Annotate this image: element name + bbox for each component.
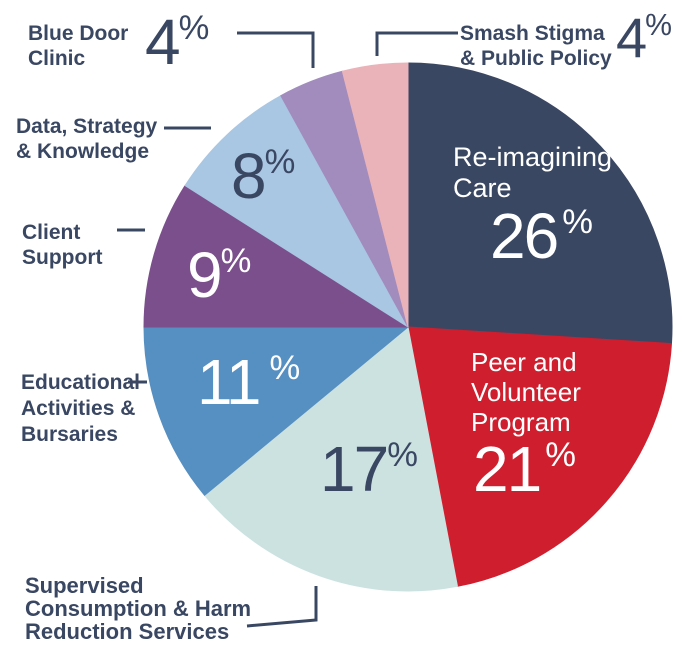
label-blue-door-clinic: Blue Door Clinic — [28, 22, 129, 70]
slice-value-supervised-consumption: 17% — [320, 433, 418, 505]
leader-supervised-consumption — [246, 586, 318, 628]
label-data-strategy-knowledge: Data, Strategy & Knowledge — [16, 115, 158, 163]
pie-slice-client-support — [143, 184, 410, 328]
slice-value-re-imagining-care: 26% — [490, 200, 593, 272]
slice-value-data-strategy: 8% — [231, 140, 296, 212]
slice-label-re-imagining-care: Re-imagining Care — [453, 142, 613, 203]
leader-blue-door-clinic — [237, 31, 315, 68]
leader-lines — [117, 31, 458, 628]
label-smash-stigma: Smash Stigma & Public Policy — [460, 22, 612, 70]
value-smash-stigma: 4% — [616, 6, 673, 69]
pie-slice-supervised-consumption-harm-reduction-services — [203, 326, 459, 592]
pie — [143, 62, 673, 592]
leader-smash-stigma — [375, 31, 458, 56]
label-supervised-consumption: Supervised Consumption & Harm Reduction … — [25, 573, 252, 644]
pie-slice-re-imagining-care — [407, 62, 673, 345]
label-client-support: Client Support — [22, 221, 103, 269]
pie-slice-educational-activities-bursaries — [143, 326, 410, 496]
slice-value-peer-volunteer: 21% — [473, 433, 576, 505]
slice-value-client-support: 9% — [187, 239, 252, 311]
pie-slice-smash-stigma-public-policy — [341, 62, 409, 328]
slice-label-peer-volunteer: Peer and Volunteer Program — [471, 347, 581, 437]
value-blue-door-clinic: 4% — [145, 6, 210, 78]
slice-value-educational-activities: 11% — [197, 346, 301, 418]
pie-slice-data-strategy-knowledge — [184, 94, 409, 328]
pie-slice-peer-and-volunteer-program — [407, 326, 673, 587]
label-educational-activities: Educational Activities & Bursaries — [21, 371, 141, 446]
